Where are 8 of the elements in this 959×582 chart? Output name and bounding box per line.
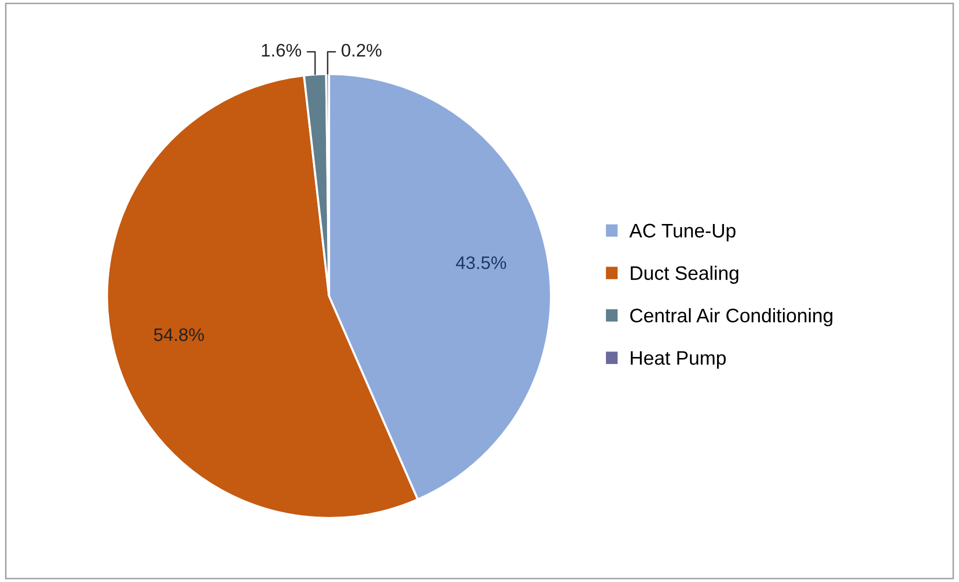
data-label: 0.2%: [342, 44, 382, 57]
legend-label: Central Air Conditioning: [630, 308, 832, 326]
data-label: 43.5%: [456, 256, 506, 270]
legend-label: Heat Pump: [630, 351, 726, 369]
legend-label: AC Tune-Up: [629, 224, 736, 242]
data-label: 1.6%: [262, 44, 302, 57]
legend-label: Duct Sealing: [630, 266, 738, 284]
data-label: 54.8%: [154, 328, 204, 342]
